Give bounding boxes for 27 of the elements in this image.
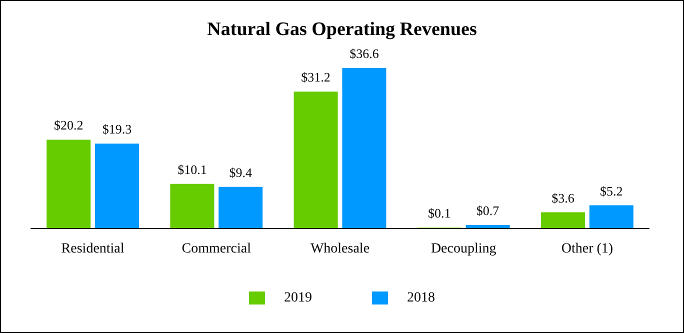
data-label: $9.4 xyxy=(229,164,252,180)
bar xyxy=(46,140,91,228)
data-label: $19.3 xyxy=(102,122,132,137)
bar xyxy=(342,68,386,228)
x-tick-label: Other (1) xyxy=(561,242,614,256)
bar xyxy=(218,186,263,228)
x-tick-label: Decoupling xyxy=(430,242,496,256)
legend-label: 2018 xyxy=(407,290,435,306)
data-label: $0.7 xyxy=(476,202,500,218)
bar xyxy=(294,92,338,228)
bar xyxy=(170,184,214,228)
x-tick-label: Commercial xyxy=(182,242,252,256)
data-label: $10.1 xyxy=(178,162,207,177)
x-tick-label: Wholesale xyxy=(310,242,370,256)
data-label: $20.2 xyxy=(54,118,84,133)
data-label: $0.1 xyxy=(428,206,451,221)
chart-title: Natural Gas Operating Revenues xyxy=(207,19,477,40)
bar xyxy=(589,205,634,228)
data-label: $5.2 xyxy=(600,183,623,198)
legend-label: 2019 xyxy=(284,290,312,306)
bar xyxy=(541,212,585,228)
bar xyxy=(95,144,139,228)
data-label: $3.6 xyxy=(552,190,575,206)
x-tick-label: Residential xyxy=(61,242,124,256)
data-label: $31.2 xyxy=(301,70,330,85)
data-label: $36.6 xyxy=(350,46,380,61)
bar xyxy=(466,224,510,228)
